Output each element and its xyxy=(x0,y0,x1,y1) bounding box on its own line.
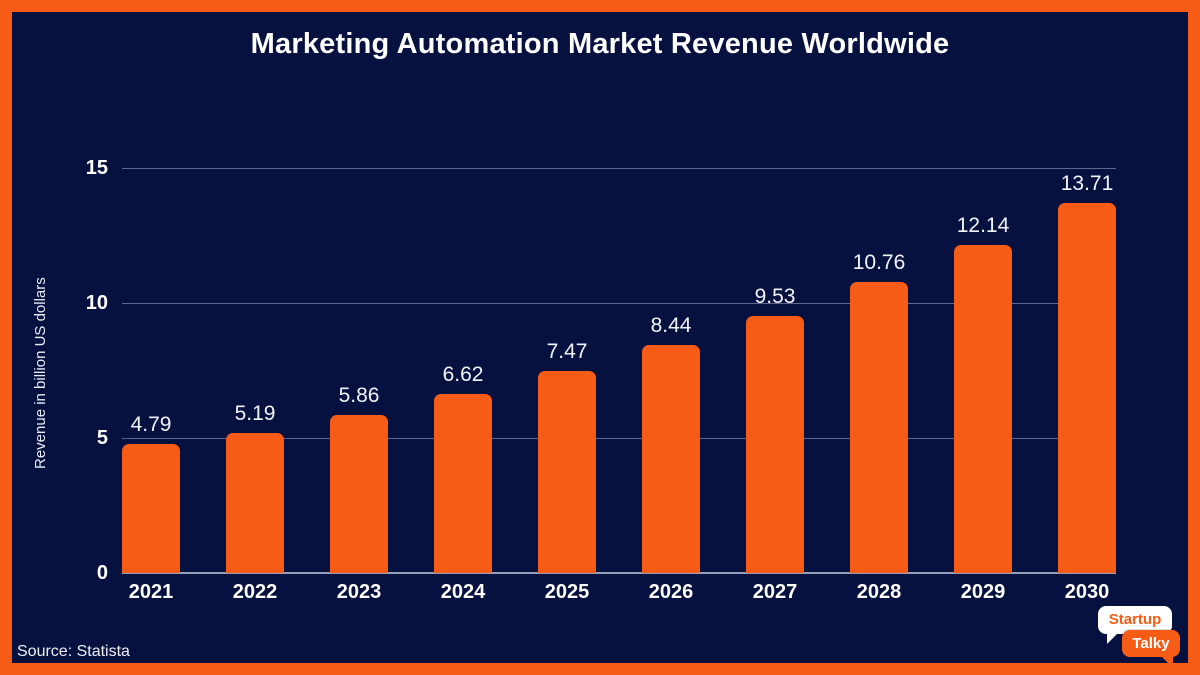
gridline-y-10 xyxy=(122,303,1116,304)
bar-2021 xyxy=(122,443,180,573)
x-axis-label-2025: 2025 xyxy=(544,581,590,603)
bar-value-label-2024: 6.62 xyxy=(442,363,484,387)
bar-2027 xyxy=(746,315,804,573)
y-tick-label-15: 15 xyxy=(85,157,108,179)
bar-2030 xyxy=(1058,202,1116,573)
logo-bubble-tail-icon xyxy=(1160,655,1173,668)
y-tick-label-5: 5 xyxy=(96,427,108,449)
chart-title: Marketing Automation Market Revenue Worl… xyxy=(250,28,950,60)
startuptalky-logo: Startup Talky xyxy=(1098,606,1194,674)
x-axis-label-2022: 2022 xyxy=(232,581,278,603)
x-axis-label-2023: 2023 xyxy=(336,581,382,603)
bar-2022 xyxy=(226,432,284,573)
x-axis-label-2026: 2026 xyxy=(648,581,694,603)
bar-value-label-2026: 8.44 xyxy=(650,314,692,338)
gridline-y-5 xyxy=(122,438,1116,439)
chart-canvas: Marketing Automation Market Revenue Worl… xyxy=(12,12,1188,668)
bar-value-label-2022: 5.19 xyxy=(234,401,276,425)
x-axis-label-2029: 2029 xyxy=(960,581,1006,603)
source-note: Source: Statista xyxy=(17,643,130,660)
bar-2023 xyxy=(330,414,388,573)
bar-value-label-2030: 13.71 xyxy=(1060,171,1114,195)
bar-2024 xyxy=(434,394,492,573)
gridline-y-0 xyxy=(122,572,1116,574)
bar-value-label-2028: 10.76 xyxy=(852,251,906,275)
gridline-y-15 xyxy=(122,168,1116,169)
bar-2028 xyxy=(850,282,908,573)
x-axis-label-2024: 2024 xyxy=(440,581,486,603)
bar-value-label-2027: 9.53 xyxy=(754,284,796,308)
bar-value-label-2023: 5.86 xyxy=(338,383,380,407)
bar-value-label-2025: 7.47 xyxy=(546,340,588,364)
logo-speech-bubble-talky: Talky xyxy=(1122,630,1180,657)
bar-2029 xyxy=(954,245,1012,573)
plot-area: 0 5 10 15 4.79 2021 5.19 2022 5.86 2023 6.62 2024 7.… xyxy=(12,12,1188,663)
logo-bubble-tail-icon xyxy=(1107,632,1119,644)
bar-value-label-2021: 4.79 xyxy=(130,412,172,436)
bar-2025 xyxy=(538,371,596,573)
logo-speech-bubble-startup: Startup xyxy=(1098,606,1172,634)
y-tick-label-10: 10 xyxy=(85,292,108,314)
x-axis-label-2021: 2021 xyxy=(128,581,174,603)
bar-value-label-2029: 12.14 xyxy=(956,214,1010,238)
x-axis-label-2030: 2030 xyxy=(1064,581,1110,603)
y-tick-label-0: 0 xyxy=(96,562,108,584)
bar-2026 xyxy=(642,345,700,573)
x-axis-label-2028: 2028 xyxy=(856,581,902,603)
x-axis-label-2027: 2027 xyxy=(752,581,798,603)
